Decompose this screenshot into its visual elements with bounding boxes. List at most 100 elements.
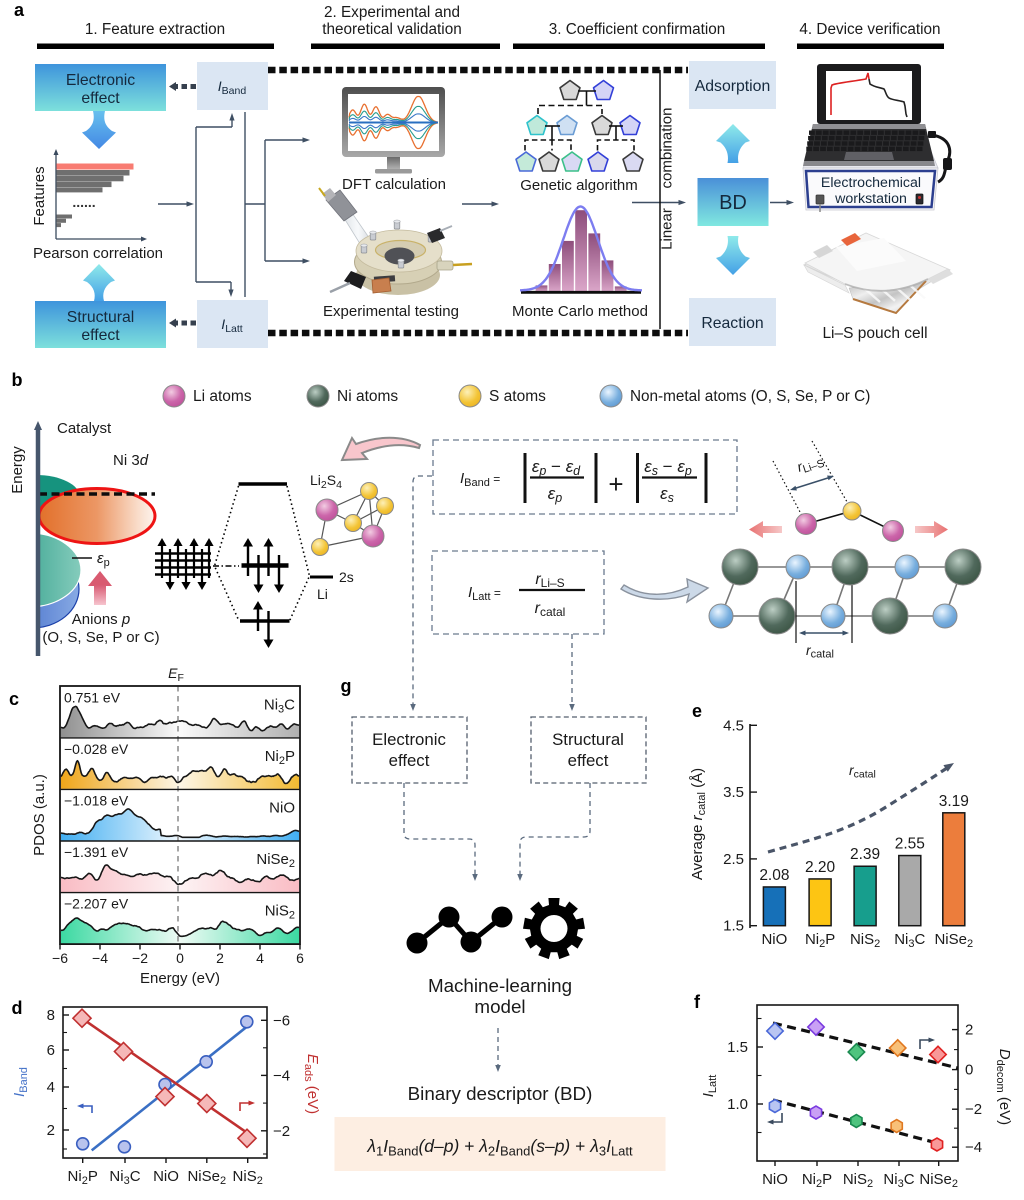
svg-text:rcatal: rcatal <box>849 762 876 781</box>
svg-text:Ni2P: Ni2P <box>265 748 295 767</box>
svg-text:8: 8 <box>47 1007 55 1024</box>
svg-text:effect: effect <box>568 751 609 770</box>
svg-text:4: 4 <box>256 950 264 966</box>
svg-text:2: 2 <box>216 950 224 966</box>
svg-text:IBand: IBand <box>218 78 247 97</box>
svg-text:−2.207 eV: −2.207 eV <box>64 896 129 912</box>
svg-text:−0.028 eV: −0.028 eV <box>64 741 129 757</box>
svg-text:2.20: 2.20 <box>805 859 836 876</box>
svg-text:−4: −4 <box>965 1139 982 1156</box>
svg-text:Experimental testing: Experimental testing <box>323 303 459 320</box>
svg-text:2. Experimental and: 2. Experimental and <box>324 4 460 21</box>
svg-text:a: a <box>14 0 25 20</box>
svg-text:3.5: 3.5 <box>723 784 744 801</box>
svg-text:0: 0 <box>965 1062 973 1079</box>
svg-text:Linear: Linear <box>659 208 676 250</box>
svg-text:g: g <box>341 676 352 696</box>
svg-text:NiSe2: NiSe2 <box>187 1168 226 1187</box>
svg-text:Ni2P: Ni2P <box>805 931 835 950</box>
svg-text:NiSe2: NiSe2 <box>256 851 295 870</box>
svg-text:2: 2 <box>965 1022 973 1039</box>
svg-text:Ddecom (eV): Ddecom (eV) <box>994 1049 1013 1125</box>
svg-text:PDOS (a.u.): PDOS (a.u.) <box>31 774 48 856</box>
svg-text:Ni3C: Ni3C <box>883 1171 914 1190</box>
svg-text:Ni2P: Ni2P <box>802 1171 832 1190</box>
svg-text:3. Coefficient confirmation: 3. Coefficient confirmation <box>549 21 726 38</box>
svg-text:ILatt =: ILatt = <box>468 584 501 603</box>
svg-text:Electronic: Electronic <box>372 730 446 749</box>
svg-text:NiSe2: NiSe2 <box>934 931 973 950</box>
svg-text:IBand =: IBand = <box>460 470 500 489</box>
svg-text:rLi–S: rLi–S <box>535 571 564 590</box>
svg-text:6: 6 <box>296 950 304 966</box>
svg-text:1.0: 1.0 <box>727 1096 748 1113</box>
svg-text:Monte Carlo method: Monte Carlo method <box>512 303 648 320</box>
svg-text:4. Device verification: 4. Device verification <box>799 21 940 38</box>
svg-text:Reaction: Reaction <box>701 315 763 332</box>
svg-text:−6: −6 <box>52 950 68 966</box>
svg-text:εp: εp <box>97 550 110 569</box>
svg-text:Structural: Structural <box>552 730 624 749</box>
svg-text:εp: εp <box>548 484 562 505</box>
svg-text:Adsorption: Adsorption <box>695 78 771 95</box>
svg-text:Genetic algorithm: Genetic algorithm <box>520 177 638 194</box>
svg-text:b: b <box>12 370 23 390</box>
svg-text:+: + <box>608 469 623 499</box>
svg-text:Anions p: Anions p <box>72 611 130 628</box>
svg-text:Ni atoms: Ni atoms <box>337 388 398 405</box>
svg-text:εs: εs <box>660 484 674 505</box>
svg-text:Electronic: Electronic <box>66 72 135 89</box>
svg-text:Structural: Structural <box>67 309 135 326</box>
svg-text:−4: −4 <box>273 1067 290 1084</box>
svg-text:2.5: 2.5 <box>723 851 744 868</box>
svg-text:NiO: NiO <box>761 931 787 948</box>
svg-text:Electrochemical: Electrochemical <box>821 175 921 191</box>
svg-text:−2: −2 <box>132 950 148 966</box>
svg-text:Non-metal atoms (O, S, Se, P o: Non-metal atoms (O, S, Se, P or C) <box>630 388 870 405</box>
svg-text:6: 6 <box>47 1042 55 1059</box>
svg-text:theoretical validation: theoretical validation <box>322 21 461 38</box>
svg-text:workstation: workstation <box>834 191 907 207</box>
svg-text:combination: combination <box>659 108 676 189</box>
svg-text:εs − εp: εs − εp <box>644 457 692 478</box>
svg-text:rcatal: rcatal <box>806 642 834 661</box>
svg-text:−2: −2 <box>965 1101 982 1118</box>
svg-text:Binary descriptor (BD): Binary descriptor (BD) <box>408 1083 593 1104</box>
svg-text:effect: effect <box>389 751 430 770</box>
svg-text:Li: Li <box>317 586 328 602</box>
svg-text:Pearson correlation: Pearson correlation <box>33 245 163 262</box>
svg-text:2.55: 2.55 <box>895 836 925 853</box>
svg-text:2.39: 2.39 <box>850 846 880 863</box>
svg-text:2s: 2s <box>339 569 354 585</box>
svg-text:−6: −6 <box>273 1012 290 1029</box>
svg-text:Ni2P: Ni2P <box>68 1168 98 1187</box>
svg-text:IBand: IBand <box>11 1067 30 1097</box>
svg-text:NiSe2: NiSe2 <box>919 1171 958 1190</box>
svg-text:Ni3C: Ni3C <box>264 696 295 715</box>
svg-text:Ni3C: Ni3C <box>109 1168 140 1187</box>
svg-text:NiS2: NiS2 <box>233 1168 263 1187</box>
svg-text:λ1IBand(d–p) + λ2IBand(s–p) +: λ1IBand(d–p) + λ2IBand(s–p) + λ3ILatt <box>366 1136 633 1159</box>
svg-text:−1.391 eV: −1.391 eV <box>64 844 129 860</box>
svg-text:Li atoms: Li atoms <box>193 388 252 405</box>
svg-text:2.08: 2.08 <box>759 867 789 884</box>
svg-text:NiO: NiO <box>269 799 295 816</box>
svg-text:Features: Features <box>31 166 48 225</box>
svg-text:Average rcatal (Å): Average rcatal (Å) <box>689 768 708 880</box>
svg-text:effect: effect <box>81 327 120 344</box>
svg-text:0: 0 <box>176 950 184 966</box>
svg-text:4.5: 4.5 <box>723 717 744 734</box>
svg-text:−1.018 eV: −1.018 eV <box>64 792 129 808</box>
svg-text:NiO: NiO <box>153 1168 179 1185</box>
svg-text:BD: BD <box>719 192 747 214</box>
svg-text:ILatt: ILatt <box>221 316 242 335</box>
svg-text:model: model <box>474 996 525 1017</box>
svg-text:2: 2 <box>47 1122 55 1139</box>
svg-text:NiS2: NiS2 <box>265 903 295 922</box>
svg-text:Catalyst: Catalyst <box>57 420 112 437</box>
svg-text:effect: effect <box>81 90 120 107</box>
svg-text:0.751 eV: 0.751 eV <box>64 689 121 705</box>
svg-text:DFT calculation: DFT calculation <box>342 176 446 193</box>
svg-text:(O, S, Se, P or C): (O, S, Se, P or C) <box>42 629 159 646</box>
svg-text:Machine-learning: Machine-learning <box>428 975 572 996</box>
